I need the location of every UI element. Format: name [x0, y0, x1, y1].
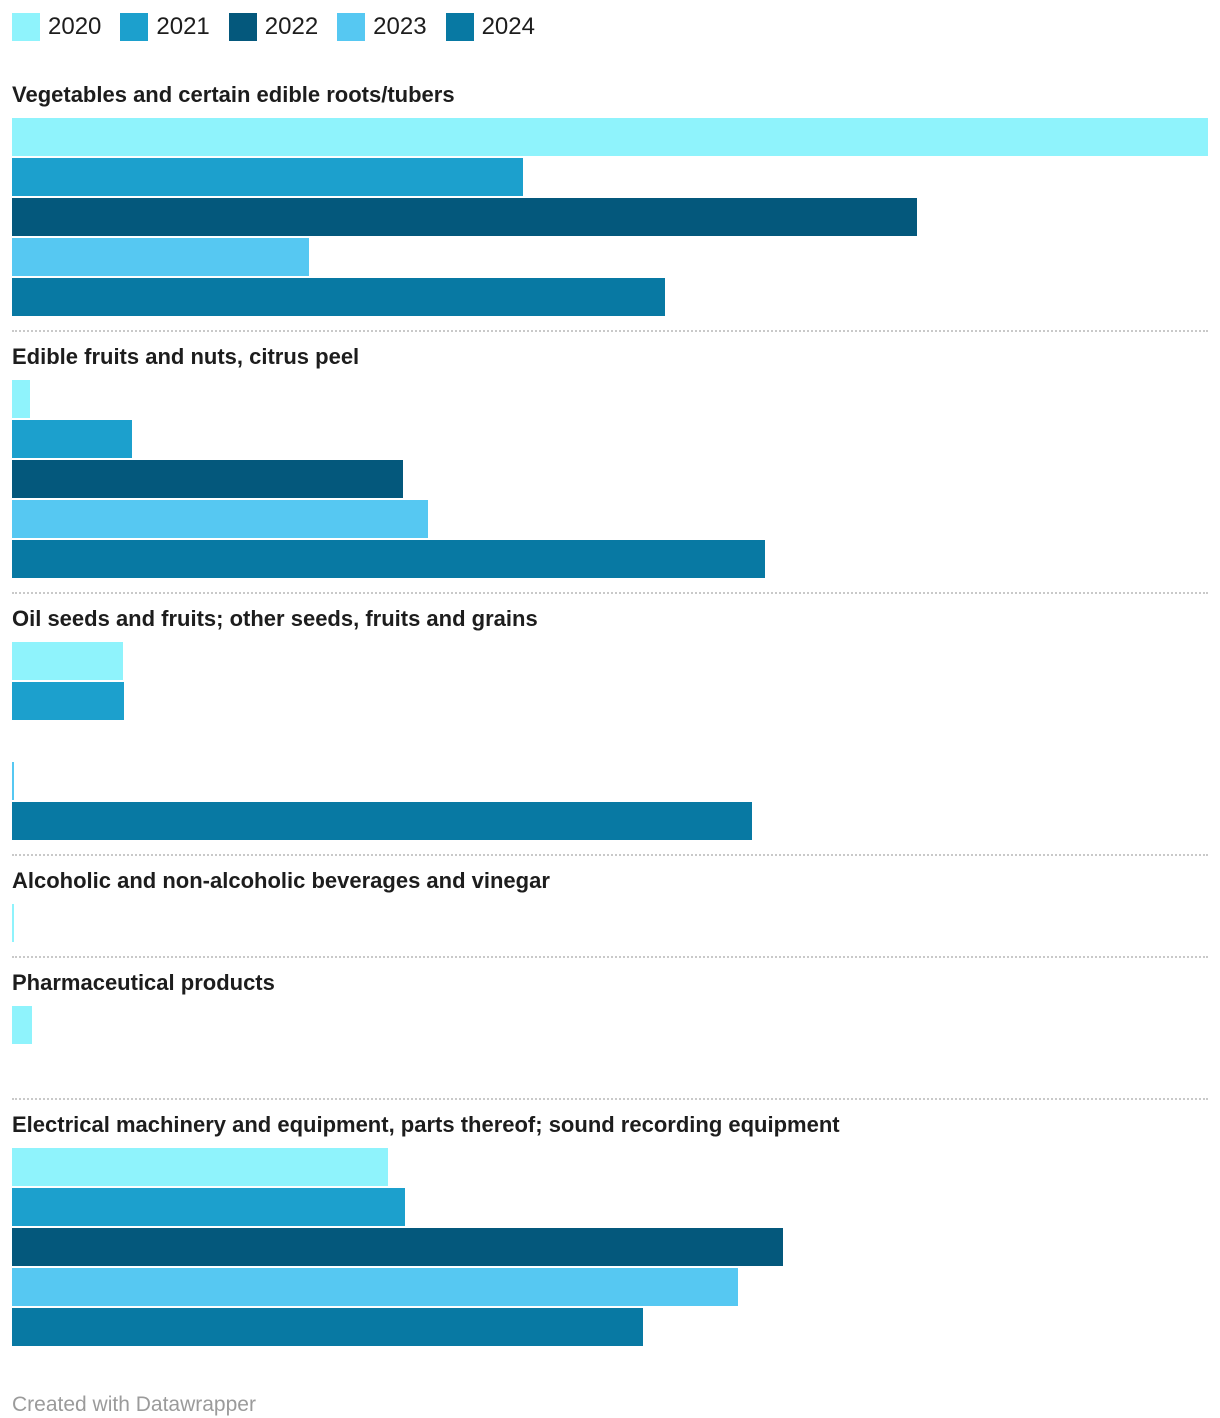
bar-slot: [12, 460, 1208, 500]
group-title: Edible fruits and nuts, citrus peel: [12, 344, 360, 369]
bar-slot: [12, 158, 1208, 198]
bar-2020[interactable]: [12, 1148, 388, 1186]
bar-2022[interactable]: [12, 1228, 783, 1266]
bar-2021[interactable]: [12, 158, 523, 196]
bar-slot: [12, 1188, 1208, 1228]
bar-slot: [12, 802, 1208, 842]
bar-slot: [12, 500, 1208, 540]
bar-2023[interactable]: [12, 238, 309, 276]
legend-label: 2020: [48, 13, 102, 40]
bar-2024[interactable]: [12, 802, 752, 840]
group-title: Electrical machinery and equipment, part…: [12, 1112, 840, 1137]
bar-slot: [12, 198, 1208, 238]
group-divider: [12, 956, 1208, 958]
chart: 2020 2021 2022 2023 2024 Vegetables and cert…: [12, 0, 1208, 1348]
bar-2021[interactable]: [12, 420, 132, 458]
bar-group: Edible fruits and nuts, citrus peel: [12, 332, 1208, 580]
bar-2022[interactable]: [12, 198, 917, 236]
bars: [12, 642, 1208, 842]
bar-2024[interactable]: [12, 278, 665, 316]
legend-swatch-2022: [228, 13, 257, 41]
legend: 2020 2021 2022 2023 2024: [12, 0, 1208, 41]
bar-slot: [12, 1046, 1208, 1086]
legend-label: 2022: [264, 13, 319, 40]
bar-group: Oil seeds and fruits; other seeds, fruit…: [12, 594, 1208, 842]
bar-2020[interactable]: [12, 380, 30, 418]
bar-slot: [12, 682, 1208, 722]
bar-slot: [12, 540, 1208, 580]
bar-slot: [12, 642, 1208, 682]
legend-label: 2021: [156, 13, 210, 40]
legend-label: 2023: [373, 13, 427, 40]
bar-slot: [12, 238, 1208, 278]
bar-slot: [12, 380, 1208, 420]
legend-swatch-2024: [445, 13, 474, 41]
bar-2021[interactable]: [12, 1188, 405, 1226]
bar-group: Vegetables and certain edible roots/tube…: [12, 70, 1208, 318]
bar-2023[interactable]: [12, 500, 428, 538]
legend-item-2020[interactable]: 2020: [12, 13, 101, 41]
bar-slot: [12, 1268, 1208, 1308]
bar-2023[interactable]: [12, 1268, 738, 1306]
bar-2024[interactable]: [12, 540, 765, 578]
bars: [12, 1148, 1208, 1348]
group-title: Oil seeds and fruits; other seeds, fruit…: [12, 606, 538, 631]
bar-slot: [12, 1006, 1208, 1046]
group-title: Alcoholic and non-alcoholic beverages an…: [12, 868, 550, 893]
bar-group: Pharmaceutical products: [12, 958, 1208, 1086]
bar-2021[interactable]: [12, 682, 124, 720]
bar-slot: [12, 904, 1208, 944]
group-divider: [12, 1098, 1208, 1100]
bar-slot: [12, 1148, 1208, 1188]
group-divider: [12, 854, 1208, 856]
bar-slot: [12, 118, 1208, 158]
bar-group: Alcoholic and non-alcoholic beverages an…: [12, 856, 1208, 944]
bar-slot: [12, 420, 1208, 460]
bars: [12, 118, 1208, 318]
bars: [12, 1006, 1208, 1086]
legend-label: 2024: [481, 13, 535, 40]
bar-slot: [12, 1228, 1208, 1268]
bar-2020[interactable]: [12, 904, 14, 942]
group-title: Vegetables and certain edible roots/tube…: [12, 82, 455, 107]
bars: [12, 904, 1208, 944]
bar-2020[interactable]: [12, 1006, 32, 1044]
legend-item-2023[interactable]: 2023: [337, 13, 427, 41]
bar-2022[interactable]: [12, 460, 403, 498]
legend-item-2021[interactable]: 2021: [120, 13, 210, 41]
bars: [12, 380, 1208, 580]
bar-2024[interactable]: [12, 1308, 643, 1346]
bar-slot: [12, 278, 1208, 318]
legend-item-2022[interactable]: 2022: [228, 13, 319, 41]
group-divider: [12, 330, 1208, 332]
bar-2020[interactable]: [12, 642, 123, 680]
legend-swatch-2023: [337, 13, 366, 41]
legend-swatch-2020: [12, 13, 40, 41]
legend-item-2024[interactable]: 2024: [445, 13, 535, 41]
group-divider: [12, 592, 1208, 594]
bar-2023[interactable]: [12, 762, 14, 800]
bar-slot: [12, 722, 1208, 762]
bar-group: Electrical machinery and equipment, part…: [12, 1100, 1208, 1348]
bar-slot: [12, 1308, 1208, 1348]
bar-slot: [12, 762, 1208, 802]
group-title: Pharmaceutical products: [12, 970, 275, 995]
bar-2020[interactable]: [12, 118, 1208, 156]
bar-groups: Vegetables and certain edible roots/tube…: [12, 70, 1208, 1348]
legend-swatch-2021: [120, 13, 149, 41]
